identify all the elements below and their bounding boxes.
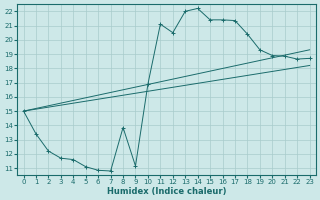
X-axis label: Humidex (Indice chaleur): Humidex (Indice chaleur): [107, 187, 226, 196]
